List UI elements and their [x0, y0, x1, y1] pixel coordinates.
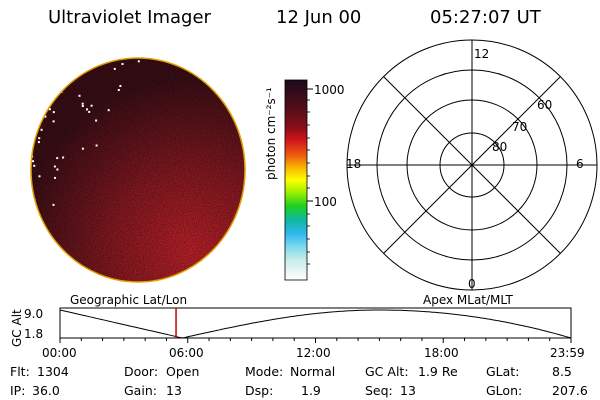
timeline-x-tick-1800: 18:00	[424, 346, 459, 360]
dsp-value: 1.9	[301, 383, 321, 398]
glon-value: 207.6	[552, 383, 588, 398]
door-value: Open	[166, 364, 200, 379]
mlt-label-18: 18	[346, 157, 362, 171]
mode-label: Mode:	[245, 364, 284, 379]
seq-value: 13	[400, 383, 416, 398]
timeline-x-tick-1200: 12:00	[296, 346, 331, 360]
image-time: 05:27:07 UT	[430, 7, 541, 28]
mlt-label-0: 0	[468, 277, 476, 291]
glat-value: 8.5	[552, 364, 572, 379]
mlat-label-60: 60	[537, 98, 553, 112]
timeline-left-label: Geographic Lat/Lon	[70, 293, 188, 307]
timeline-x-tick-2359: 23:59	[550, 346, 585, 360]
timeline-frame	[59, 307, 572, 339]
mlat-label-70: 70	[512, 120, 528, 134]
colorbar-label-100: 100	[314, 195, 337, 209]
dsp-label: Dsp:	[245, 383, 274, 398]
glat-label: GLat:	[486, 364, 520, 379]
timeline-x-tick-0600: 06:00	[169, 346, 204, 360]
timeline-x-tick-0000: 00:00	[42, 346, 77, 360]
ip-value: 36.0	[32, 383, 60, 398]
door-label: Door:	[124, 364, 159, 379]
altitude-curve	[59, 309, 572, 339]
gain-value: 13	[166, 383, 182, 398]
timeline-y-tick-1-8: 1.8	[24, 327, 44, 341]
earth-disk	[31, 58, 245, 282]
gc-alt-label: GC Alt:	[365, 364, 409, 379]
mlt-label-6: 6	[576, 157, 584, 171]
gain-label: Gain:	[124, 383, 157, 398]
mode-value: Normal	[290, 364, 336, 379]
colorbar-gradient	[284, 79, 308, 281]
flight-label: Flt:	[10, 364, 30, 379]
instrument-title: Ultraviolet Imager	[48, 7, 211, 28]
polar-diagonal-2	[383, 76, 561, 254]
mlt-label-12: 12	[474, 47, 490, 61]
timeline-y-tick-9: 9.0	[24, 307, 44, 321]
timeline-right-label: Apex MLat/MLT	[423, 293, 513, 307]
colorbar-label-1000: 1000	[314, 83, 345, 97]
flight-value: 1304	[37, 364, 69, 379]
earth-limb	[30, 57, 246, 283]
image-date: 12 Jun 00	[276, 7, 362, 28]
ip-label: IP:	[10, 383, 26, 398]
glon-label: GLon:	[486, 383, 523, 398]
mlat-label-80: 80	[492, 140, 508, 154]
gc-alt-value: 1.9 Re	[418, 364, 458, 379]
seq-label: Seq:	[365, 383, 393, 398]
